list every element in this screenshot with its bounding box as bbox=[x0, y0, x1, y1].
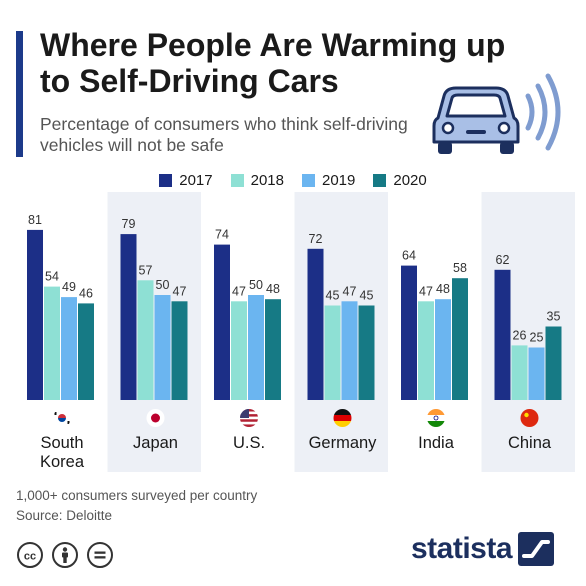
data-label: 47 bbox=[173, 284, 187, 298]
legend-label: 2020 bbox=[393, 172, 427, 189]
bar bbox=[61, 297, 77, 400]
bar bbox=[137, 280, 154, 400]
data-label: 35 bbox=[547, 310, 561, 324]
data-label: 47 bbox=[232, 284, 246, 298]
bar bbox=[154, 295, 171, 400]
bar bbox=[27, 229, 43, 400]
bar bbox=[511, 345, 528, 400]
legend-swatch bbox=[302, 174, 315, 187]
bar bbox=[171, 301, 188, 400]
data-label: 54 bbox=[45, 270, 59, 284]
bar bbox=[452, 278, 468, 400]
bar bbox=[418, 301, 434, 400]
data-label: 50 bbox=[156, 278, 170, 292]
bar bbox=[435, 299, 451, 400]
bar bbox=[494, 269, 511, 400]
data-label: 81 bbox=[28, 213, 42, 227]
data-label: 47 bbox=[419, 284, 433, 298]
data-label: 62 bbox=[496, 253, 510, 267]
license-icons: cc bbox=[16, 541, 114, 569]
data-label: 72 bbox=[309, 232, 323, 246]
legend-label: 2019 bbox=[322, 172, 356, 189]
category-label: Korea bbox=[40, 453, 85, 471]
attribution-icon[interactable] bbox=[51, 541, 79, 569]
category-label: South bbox=[40, 434, 83, 452]
bar bbox=[545, 326, 562, 400]
data-label: 57 bbox=[139, 263, 153, 277]
chart-legend: 2017 2018 2019 2020 bbox=[0, 172, 586, 189]
data-label: 48 bbox=[266, 282, 280, 296]
data-label: 79 bbox=[122, 217, 136, 231]
legend-item: 2018 bbox=[230, 172, 284, 189]
bar bbox=[248, 295, 264, 400]
bar bbox=[401, 265, 417, 400]
bar bbox=[44, 286, 60, 400]
data-label: 48 bbox=[436, 282, 450, 296]
svg-text:cc: cc bbox=[24, 551, 36, 563]
legend-item: 2019 bbox=[302, 172, 355, 189]
legend-item: 2017 bbox=[159, 172, 213, 189]
bar bbox=[231, 301, 247, 400]
legend-swatch bbox=[373, 174, 387, 187]
source-note: Source: Deloitte bbox=[16, 508, 113, 523]
footer-note: 1,000+ consumers surveyed per country bbox=[16, 488, 258, 503]
bar bbox=[307, 248, 324, 400]
data-label: 46 bbox=[79, 286, 93, 300]
signal-waves-icon bbox=[525, 73, 561, 151]
title-accent-bar bbox=[16, 31, 23, 157]
statista-logo[interactable]: statista bbox=[411, 532, 555, 566]
data-label: 50 bbox=[249, 278, 263, 292]
chart-subtitle: Percentage of consumers who think self-d… bbox=[40, 114, 408, 155]
category-label: U.S. bbox=[233, 434, 265, 452]
data-label: 74 bbox=[215, 228, 229, 242]
chart-title: Where People Are Warming up to Self-Driv… bbox=[40, 27, 506, 99]
bar bbox=[324, 305, 341, 400]
category-label: China bbox=[508, 434, 552, 452]
data-label: 64 bbox=[402, 249, 416, 263]
south-korea-flag-icon bbox=[53, 409, 71, 427]
bar bbox=[265, 299, 281, 400]
creative-commons-icon[interactable]: cc bbox=[16, 541, 44, 569]
statista-mark-icon bbox=[518, 532, 555, 566]
japan-flag-icon bbox=[146, 409, 165, 427]
germany-flag-icon bbox=[333, 409, 352, 427]
brand-name: statista bbox=[411, 532, 513, 565]
data-label: 47 bbox=[343, 284, 357, 298]
legend-label: 2018 bbox=[250, 172, 284, 189]
bar bbox=[120, 234, 137, 400]
bar bbox=[358, 305, 375, 400]
category-label: Germany bbox=[309, 434, 378, 452]
legend-swatch bbox=[230, 174, 244, 187]
bar bbox=[214, 244, 230, 400]
data-label: 26 bbox=[513, 328, 527, 342]
car-icon bbox=[432, 73, 561, 154]
bar bbox=[528, 347, 545, 400]
bar bbox=[341, 301, 358, 400]
no-derivatives-icon[interactable] bbox=[86, 541, 114, 569]
us-flag-icon bbox=[240, 409, 258, 427]
china-flag-icon bbox=[520, 409, 539, 427]
data-label: 45 bbox=[326, 289, 340, 303]
data-label: 45 bbox=[360, 289, 374, 303]
legend-label: 2017 bbox=[179, 172, 213, 189]
data-label: 58 bbox=[453, 261, 467, 275]
india-flag-icon bbox=[427, 409, 445, 427]
category-label: India bbox=[418, 434, 455, 452]
legend-swatch bbox=[159, 174, 173, 187]
data-label: 49 bbox=[62, 280, 76, 294]
bar bbox=[78, 303, 94, 400]
legend-item: 2020 bbox=[373, 172, 427, 189]
data-label: 25 bbox=[530, 331, 544, 345]
category-label: Japan bbox=[133, 434, 178, 452]
